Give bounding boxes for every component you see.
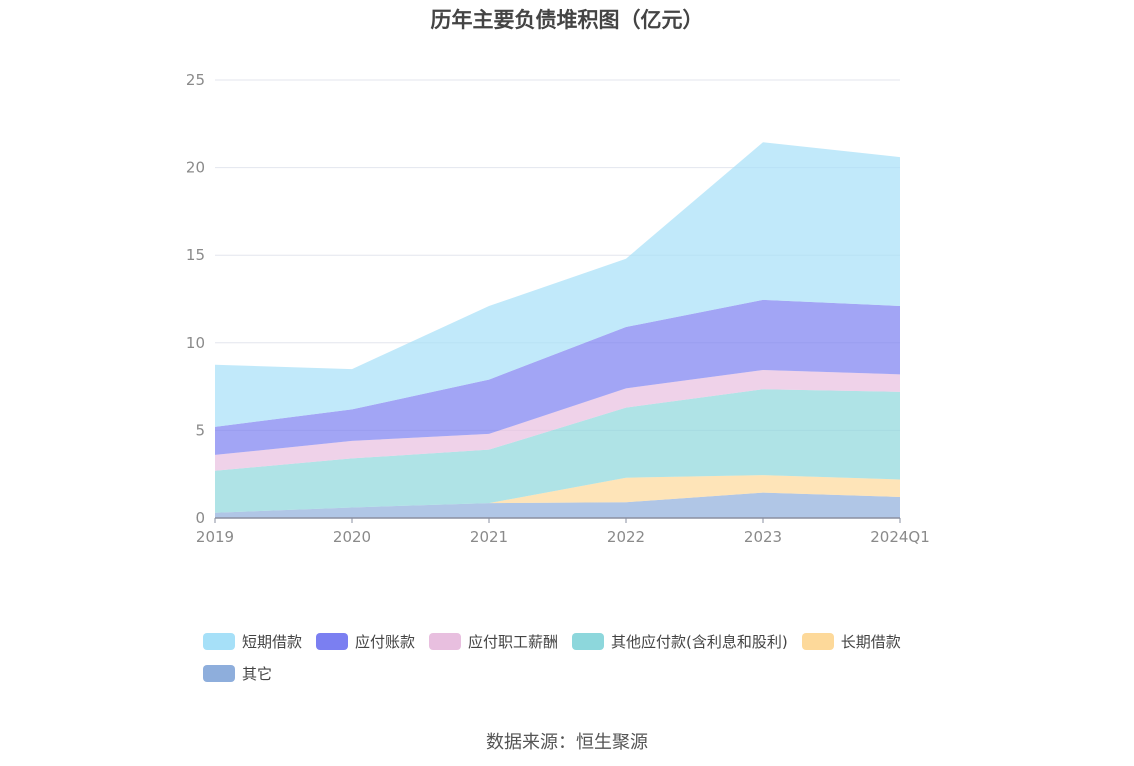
legend-swatch [316,632,349,650]
legend-swatch [203,664,235,682]
legend-label: 应付职工薪酬 [468,632,559,651]
legend-item[interactable]: 长期借款 [801,630,901,652]
area-series-0 [215,492,900,518]
x-tick-label: 2021 [470,528,508,546]
legend-label: 其它 [242,664,273,683]
legend-swatch [572,632,605,650]
y-tick-label: 5 [195,421,205,439]
legend-label: 短期借款 [242,632,303,651]
area-series-1 [215,475,900,513]
legend-swatch [203,632,235,650]
y-tick-label: 0 [195,509,205,527]
y-tick-label: 20 [186,159,205,177]
legend-item[interactable]: 应付账款 [316,630,415,652]
y-tick-label: 25 [186,71,205,89]
area-series-3 [215,369,900,471]
legend-swatch [429,632,462,650]
area-series-2 [215,389,900,513]
x-tick-label: 2023 [744,528,782,546]
legend-item[interactable]: 其他应付款(含利息和股利) [572,630,788,652]
area-series-4 [215,299,900,455]
chart-title: 历年主要负债堆积图（亿元） [430,8,704,32]
x-tick-label: 2020 [333,528,371,546]
legend-item[interactable]: 短期借款 [203,630,302,652]
legend-label: 应付账款 [355,632,416,651]
legend-label: 其他应付款(含利息和股利) [611,632,788,651]
x-tick-label: 2024Q1 [870,528,930,546]
x-tick-label: 2019 [196,528,234,546]
legend-item[interactable]: 其它 [203,662,272,684]
data-source-note: 数据来源：恒生聚源 [486,732,648,753]
y-tick-label: 15 [186,246,205,264]
legend-swatch [801,632,834,650]
chart-legend: 短期借款 应付账款 应付职工薪酬 其他应付款(含利息和股利) 长期借款其它 [203,630,963,684]
x-tick-label: 2022 [607,528,645,546]
legend-label: 长期借款 [840,632,901,651]
legend-item[interactable]: 应付职工薪酬 [429,630,558,652]
y-tick-label: 10 [186,334,205,352]
area-series-5 [215,142,900,427]
